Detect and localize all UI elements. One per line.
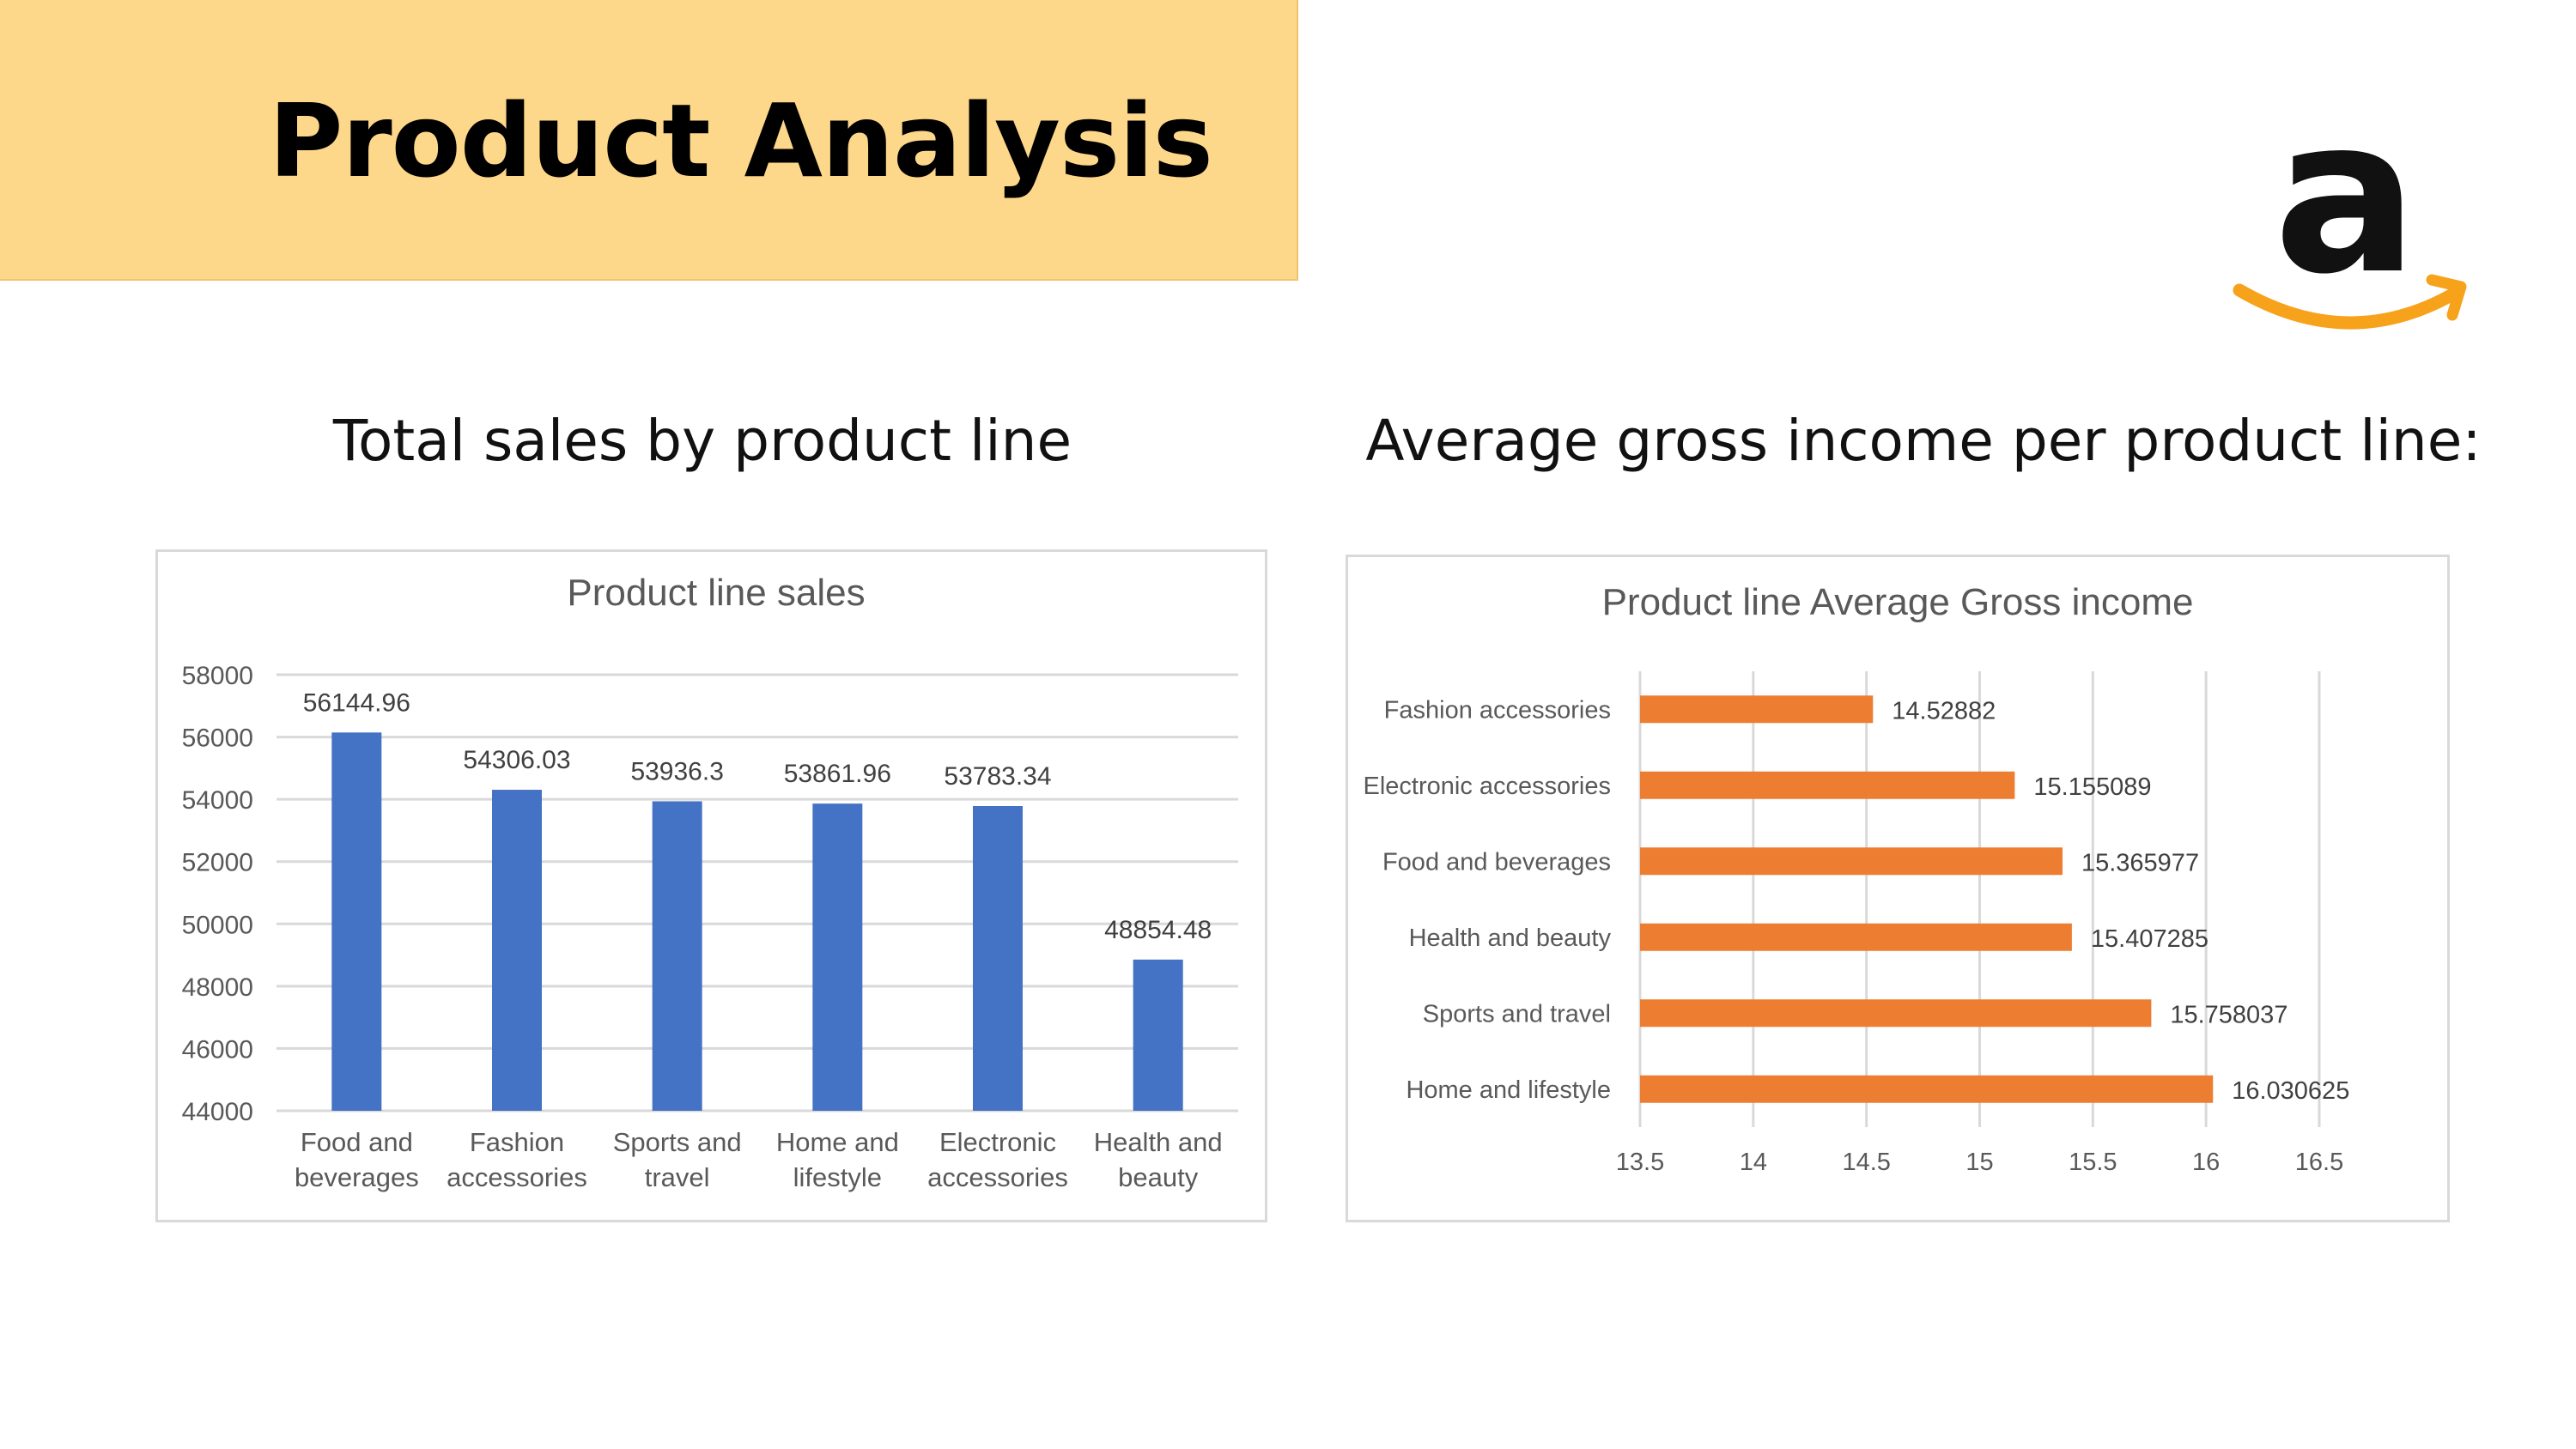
page-title: Product Analysis — [269, 82, 1213, 200]
x-tick-label: 13.5 — [1616, 1149, 1664, 1176]
amazon-logo-letter: a — [2274, 103, 2419, 321]
data-label: 48854.48 — [1104, 916, 1212, 944]
x-tick-label: Health and — [1094, 1127, 1223, 1157]
data-label: 56144.96 — [303, 688, 410, 717]
x-tick-label: travel — [645, 1162, 710, 1192]
bar — [652, 801, 702, 1111]
gross-income-chart-panel: Product line Average Gross income 13.5 14 1… — [1346, 555, 2450, 1222]
data-label: 53783.34 — [944, 762, 1051, 791]
sales-chart-panel: Product line sales 44000 46000 48000 50000 52… — [155, 549, 1267, 1222]
x-tick-label: Sports and — [613, 1127, 742, 1157]
x-tick-label: accessories — [447, 1162, 587, 1192]
sales-chart: Product line sales 44000 46000 48000 50000 52… — [182, 572, 1238, 1192]
data-label: 15.407285 — [2091, 925, 2208, 953]
x-tick-label: Electronic — [939, 1127, 1056, 1157]
left-section-heading: Total sales by product line — [332, 408, 1072, 474]
title-banner: Product Analysis — [0, 0, 1298, 281]
data-label: 16.030625 — [2232, 1077, 2349, 1105]
bar — [1133, 959, 1183, 1111]
y-tick-label: 48000 — [182, 973, 253, 1002]
data-label: 53861.96 — [784, 760, 891, 788]
y-tick-label: 56000 — [182, 724, 253, 753]
x-tick-label: Fashion — [470, 1127, 564, 1157]
data-label: 15.155089 — [2033, 773, 2151, 801]
bar — [331, 732, 382, 1111]
y-tick-label: Home and lifestyle — [1406, 1076, 1611, 1104]
y-tick-label: 50000 — [182, 911, 253, 939]
y-tick-label: 52000 — [182, 849, 253, 877]
amazon-smile-icon — [2233, 283, 2461, 330]
x-tick-label: accessories — [927, 1162, 1068, 1192]
y-tick-label: Food and beverages — [1382, 848, 1611, 876]
bar — [812, 803, 863, 1111]
x-tick-label: 14 — [1740, 1149, 1767, 1176]
y-tick-label: Electronic accessories — [1364, 773, 1612, 800]
y-tick-label: 44000 — [182, 1098, 253, 1126]
bar — [1640, 771, 2015, 799]
gross-income-chart: Product line Average Gross income 13.5 14 1… — [1364, 581, 2350, 1176]
data-label: 53936.3 — [630, 757, 723, 785]
y-tick-label: 54000 — [182, 786, 253, 815]
x-tick-label: Home and — [776, 1127, 899, 1157]
amazon-logo: a — [2233, 103, 2467, 330]
bar — [1640, 923, 2072, 951]
x-tick-label: 14.5 — [1842, 1149, 1890, 1176]
x-tick-label: 16 — [2192, 1149, 2220, 1176]
x-tick-label: beverages — [295, 1162, 419, 1192]
chart-title: Product line Average Gross income — [1602, 581, 2194, 623]
right-section-heading: Average gross income per product line: — [1365, 408, 2482, 474]
y-tick-label: 58000 — [182, 662, 253, 690]
y-tick-label: Health and beauty — [1409, 925, 1612, 952]
data-label: 15.365977 — [2081, 849, 2199, 876]
bar — [1640, 1075, 2214, 1103]
x-tick-label: lifestyle — [793, 1162, 882, 1192]
y-tick-label: Sports and travel — [1423, 1000, 1611, 1028]
bar — [1640, 847, 2063, 876]
y-tick-label: Fashion accessories — [1384, 696, 1611, 724]
data-label: 14.52882 — [1892, 697, 1996, 724]
amazon-smile-arrow-icon — [2426, 274, 2467, 321]
x-tick-label: 15 — [1965, 1149, 1993, 1176]
data-label: 54306.03 — [463, 746, 570, 774]
bar — [492, 790, 542, 1111]
x-tick-label: 15.5 — [2069, 1149, 2117, 1176]
x-tick-label: Food and — [301, 1127, 413, 1157]
data-label: 15.758037 — [2170, 1001, 2287, 1028]
x-tick-label: 16.5 — [2295, 1149, 2343, 1176]
y-tick-label: 46000 — [182, 1035, 253, 1064]
x-tick-label: beauty — [1118, 1162, 1199, 1192]
bar — [1640, 695, 1874, 724]
chart-title: Product line sales — [567, 572, 865, 614]
bar — [1640, 999, 2152, 1028]
bar — [973, 806, 1023, 1111]
